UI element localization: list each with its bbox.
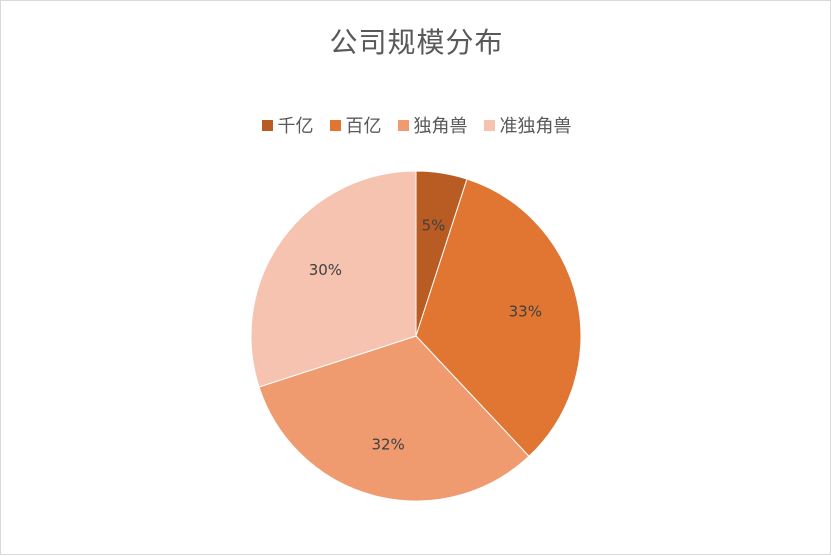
data-label-3: 30% [309, 261, 342, 279]
legend-item-3: 准独角兽 [483, 112, 572, 138]
pie-slice-3 [250, 170, 417, 388]
legend-item-2: 独角兽 [397, 112, 468, 138]
pie-slice-1 [415, 178, 582, 457]
legend-label-1: 百亿 [345, 116, 382, 137]
chart-title: 公司规模分布 [329, 26, 504, 59]
legend-item-1: 百亿 [329, 112, 382, 138]
data-label-1: 33% [509, 303, 542, 321]
data-label-0: 5% [422, 216, 446, 234]
legend-swatch-3 [483, 119, 495, 131]
legend: 千亿 百亿 独角兽 准独角兽 [1, 112, 831, 138]
legend-swatch-2 [397, 119, 409, 131]
pie-slice-2 [258, 335, 530, 502]
legend-swatch-0 [261, 119, 273, 131]
data-label-2: 32% [371, 435, 404, 453]
legend-label-3: 准独角兽 [499, 116, 572, 137]
legend-label-2: 独角兽 [413, 116, 468, 137]
legend-swatch-1 [329, 119, 341, 131]
legend-label-0: 千亿 [277, 116, 314, 137]
legend-item-0: 千亿 [261, 112, 314, 138]
